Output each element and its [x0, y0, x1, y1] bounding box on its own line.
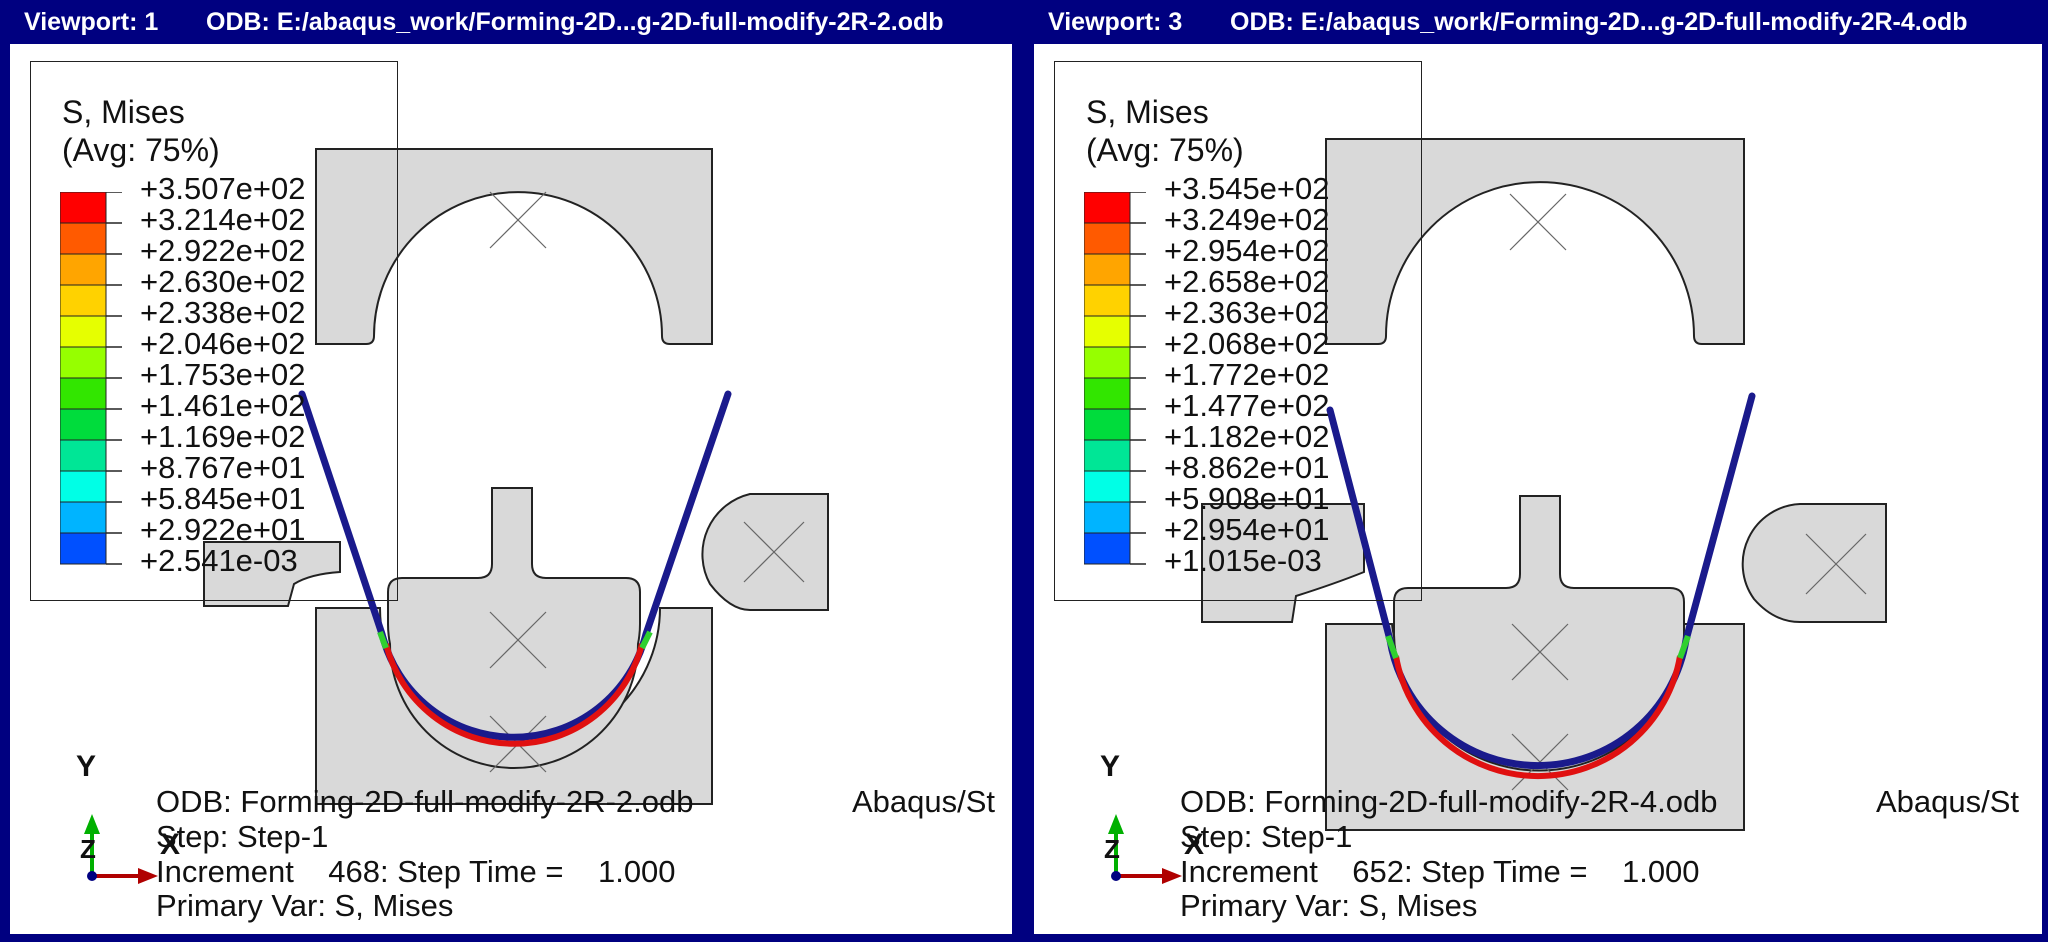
- viewport-odb-path: ODB: E:/abaqus_work/Forming-2D...g-2D-fu…: [206, 8, 944, 36]
- legend-label: +2.541e-03: [140, 543, 298, 578]
- viewport-3[interactable]: Viewport: 3 ODB: E:/abaqus_work/Forming-…: [1024, 0, 2048, 942]
- viewport-title-bar[interactable]: Viewport: 3 ODB: E:/abaqus_work/Forming-…: [1024, 0, 2048, 44]
- legend-color-band: [60, 408, 107, 441]
- axis-x-label: X: [160, 828, 181, 861]
- info-step: Step: Step-1: [1180, 819, 1353, 854]
- axis-triad: [84, 814, 158, 884]
- axis-z-label: Z: [1104, 834, 1120, 864]
- legend-label: +1.772e+02: [1164, 357, 1330, 392]
- legend-label: +1.169e+02: [140, 419, 306, 454]
- legend-color-band: [60, 501, 107, 534]
- legend-subtitle: (Avg: 75%): [1086, 132, 1244, 168]
- axis-z-label: Z: [80, 834, 96, 864]
- info-increment: Increment 652: Step Time = 1.000: [1180, 854, 1700, 889]
- legend-color-band: [60, 222, 107, 255]
- legend-color-band: [60, 377, 107, 410]
- left-holder: [203, 541, 341, 607]
- legend-color-band: [1084, 346, 1131, 379]
- legend-color-band: [1084, 470, 1131, 503]
- legend-color-band: [1084, 408, 1131, 441]
- model-drawing: [203, 148, 829, 805]
- legend-color-bar: [60, 192, 122, 565]
- legend-label: +3.214e+02: [140, 202, 306, 237]
- legend-label: +1.015e-03: [1164, 543, 1322, 578]
- legend-label: +8.767e+01: [140, 450, 306, 485]
- legend-label: +2.363e+02: [1164, 295, 1330, 330]
- info-odb: ODB: Forming-2D-full-modify-2R-4.odb: [1180, 784, 1718, 819]
- legend-color-band: [1084, 501, 1131, 534]
- legend-label: +1.182e+02: [1164, 419, 1330, 454]
- legend-frame: [30, 61, 398, 601]
- info-primary-var: Primary Var: S, Mises: [156, 888, 454, 923]
- legend-color-band: [1084, 192, 1131, 224]
- legend-label: +5.908e+01: [1164, 481, 1330, 516]
- legend-color-band: [60, 532, 107, 565]
- legend-color-band: [1084, 222, 1131, 255]
- viewport-number: Viewport: 1: [24, 8, 159, 36]
- viewport-canvas[interactable]: S, Mises (Avg: 75%) +3.507e+02 +3.214e+0…: [10, 44, 1012, 934]
- legend-label: +3.545e+02: [1164, 171, 1330, 206]
- legend-color-band: [1084, 253, 1131, 286]
- legend-label: +2.954e+02: [1164, 233, 1330, 268]
- legend-label: +2.068e+02: [1164, 326, 1330, 361]
- legend-label: +1.477e+02: [1164, 388, 1330, 423]
- legend-color-bar: [1084, 192, 1146, 565]
- upper-punch: [315, 148, 713, 345]
- legend-color-band: [60, 284, 107, 317]
- info-primary-var: Primary Var: S, Mises: [1180, 888, 1478, 923]
- info-step: Step: Step-1: [156, 819, 329, 854]
- info-solver: Abaqus/St: [852, 784, 996, 819]
- axis-triad: [1108, 814, 1182, 884]
- legend-color-band: [60, 439, 107, 472]
- legend-label: +3.249e+02: [1164, 202, 1330, 237]
- center-punch: [387, 487, 641, 769]
- upper-punch: [1325, 138, 1745, 345]
- legend-color-band: [60, 253, 107, 286]
- legend-label: +8.862e+01: [1164, 450, 1330, 485]
- left-holder: [1201, 503, 1365, 623]
- viewport-odb-path: ODB: E:/abaqus_work/Forming-2D...g-2D-fu…: [1230, 8, 1968, 36]
- legend-label: +2.046e+02: [140, 326, 306, 361]
- right-roller-holder: [701, 493, 829, 611]
- legend-color-band: [1084, 284, 1131, 317]
- viewport-title-bar[interactable]: Viewport: 1 ODB: E:/abaqus_work/Forming-…: [0, 0, 1018, 44]
- viewport-canvas[interactable]: S, Mises (Avg: 75%) +3.545e+02 +3.249e+0…: [1034, 44, 2042, 934]
- legend-title: S, Mises: [62, 94, 185, 130]
- legend-label: +2.658e+02: [1164, 264, 1330, 299]
- legend-label: +2.338e+02: [140, 295, 306, 330]
- legend-color-band: [1084, 377, 1131, 410]
- center-punch: [1393, 495, 1685, 772]
- axis-y-label: Y: [1100, 750, 1121, 783]
- legend-label: +2.954e+01: [1164, 512, 1330, 547]
- legend-color-band: [1084, 532, 1131, 565]
- model-drawing: [1201, 138, 1887, 831]
- legend-label: +1.753e+02: [140, 357, 306, 392]
- legend-color-band: [60, 470, 107, 503]
- legend-color-band: [60, 192, 107, 224]
- legend-title: S, Mises: [1086, 94, 1209, 130]
- legend-label: +3.507e+02: [140, 171, 306, 206]
- info-increment: Increment 468: Step Time = 1.000: [156, 854, 676, 889]
- legend-subtitle: (Avg: 75%): [62, 132, 220, 168]
- legend-label: +2.922e+02: [140, 233, 306, 268]
- viewport-1[interactable]: Viewport: 1 ODB: E:/abaqus_work/Forming-…: [0, 0, 1018, 942]
- legend-frame: [1054, 61, 1422, 601]
- legend-color-band: [60, 315, 107, 348]
- legend-color-band: [1084, 315, 1131, 348]
- axis-x-label: X: [1184, 828, 1205, 861]
- info-odb: ODB: Forming-2D-full-modify-2R-2.odb: [156, 784, 694, 819]
- legend-color-band: [60, 346, 107, 379]
- legend-label: +2.630e+02: [140, 264, 306, 299]
- legend-label: +5.845e+01: [140, 481, 306, 516]
- viewport-number: Viewport: 3: [1048, 8, 1183, 36]
- legend-label: +2.922e+01: [140, 512, 306, 547]
- axis-y-label: Y: [76, 750, 97, 783]
- right-roller-holder: [1741, 503, 1887, 623]
- legend-color-band: [1084, 439, 1131, 472]
- legend-label: +1.461e+02: [140, 388, 306, 423]
- info-solver: Abaqus/St: [1876, 784, 2020, 819]
